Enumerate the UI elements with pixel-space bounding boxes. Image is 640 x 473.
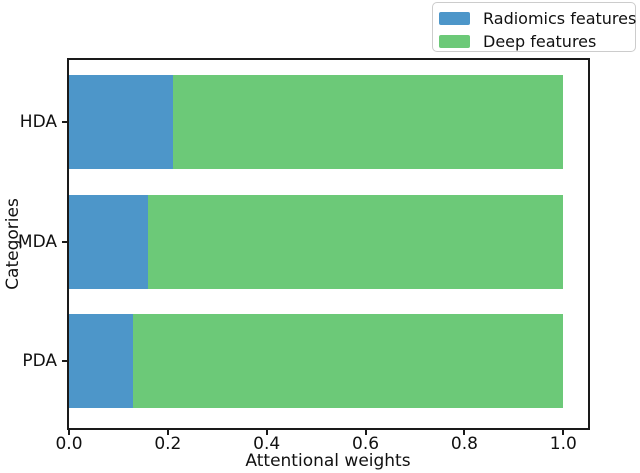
x-tick-mark [265,430,268,435]
x-tick-mark [562,430,565,435]
bar-segment-hda-deep [172,75,564,169]
x-tick-mark [166,430,169,435]
x-tick-label: 0.8 [450,434,478,454]
plot-area [67,58,590,430]
x-tick-label: 0.4 [253,434,281,454]
bars-container [69,60,588,428]
x-tick-label: 0.6 [352,434,380,454]
y-tick-mark [62,121,67,123]
bar-segment-mda-radiomics [69,194,149,289]
y-tick-label-pda: PDA [22,351,57,371]
legend-label: Deep features [483,31,597,51]
x-axis-label: Attentional weights [245,451,411,471]
legend: Radiomics features Deep features [432,2,636,52]
legend-item: Radiomics features [439,8,636,28]
bar-segment-pda-radiomics [69,314,134,408]
legend-swatch-icon [439,11,470,25]
x-tick-mark [364,430,367,435]
bar-segment-pda-deep [133,314,564,408]
legend-swatch-icon [439,34,470,48]
bar-segment-hda-radiomics [69,75,173,169]
x-tick-label: 1.0 [549,434,577,454]
bar-segment-mda-deep [148,194,564,289]
x-tick-label: 0.2 [154,434,182,454]
x-tick-mark [463,430,466,435]
x-tick-mark [68,430,70,435]
x-tick-label: 0.0 [55,434,83,454]
y-tick-label-hda: HDA [19,112,57,132]
y-tick-mark [62,240,67,243]
legend-item: Deep features [439,31,629,51]
legend-label: Radiomics features [483,8,637,28]
y-tick-label-mda: MDA [17,231,57,252]
y-tick-mark [62,360,67,362]
